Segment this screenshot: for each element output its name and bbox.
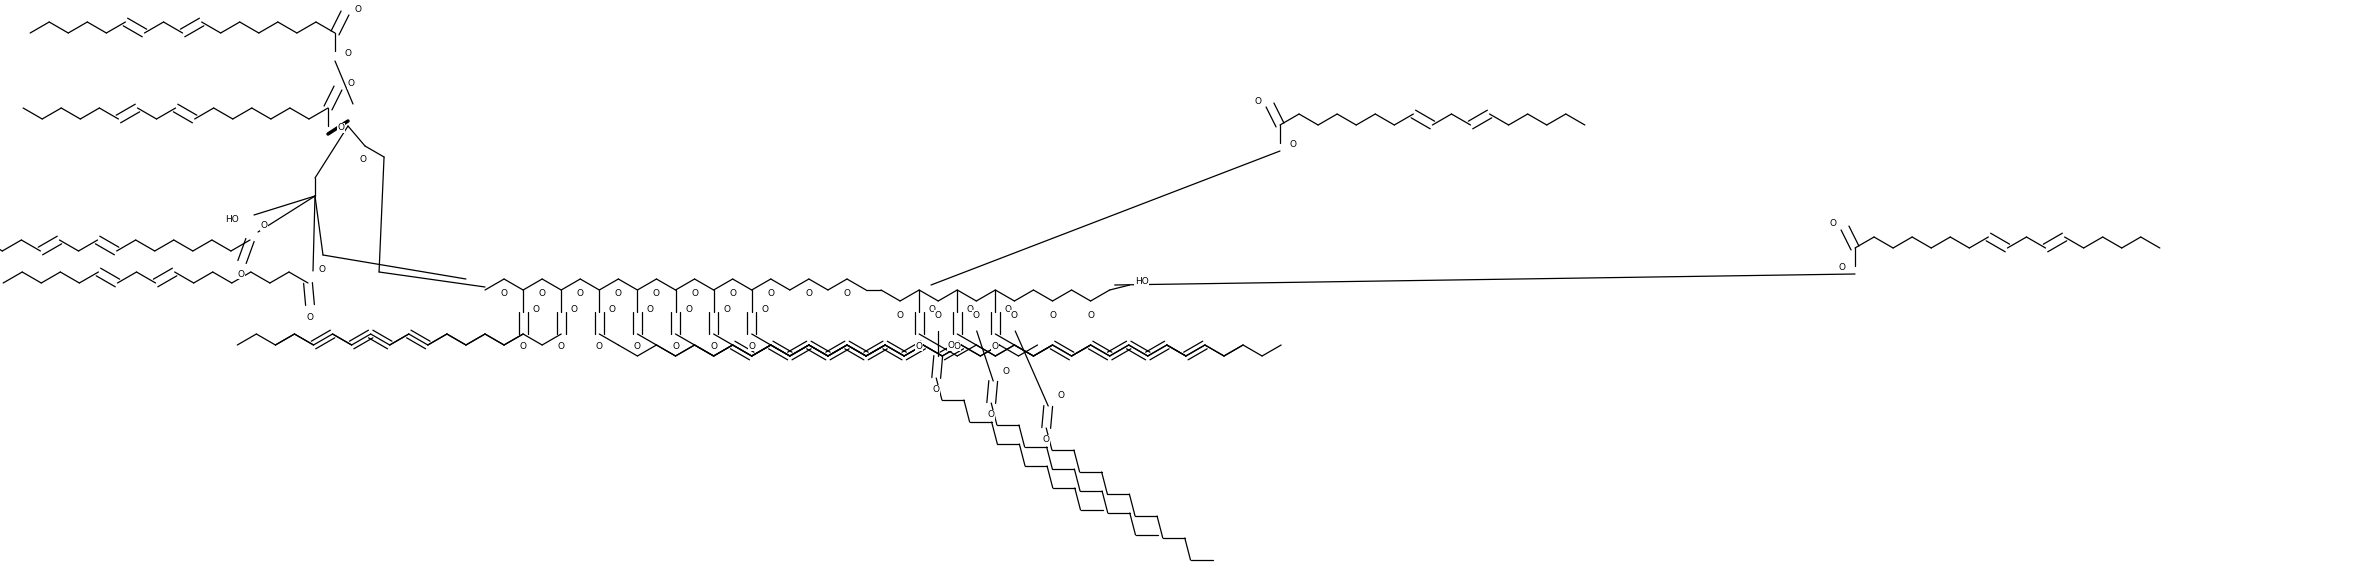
Text: O: O — [262, 222, 266, 230]
Text: O: O — [724, 305, 731, 313]
Text: O: O — [1058, 392, 1065, 400]
Text: O: O — [1087, 310, 1094, 319]
Text: O: O — [929, 305, 936, 313]
Text: O: O — [948, 342, 955, 350]
Text: O: O — [306, 312, 313, 322]
Text: O: O — [354, 5, 361, 14]
Text: O: O — [1004, 305, 1011, 313]
Text: O: O — [992, 342, 999, 350]
Text: O: O — [966, 305, 973, 313]
Text: O: O — [1829, 219, 1836, 229]
Text: O: O — [1011, 310, 1018, 319]
Text: O: O — [728, 289, 735, 298]
Text: O: O — [915, 342, 922, 350]
Text: O: O — [608, 305, 615, 313]
Text: O: O — [896, 310, 903, 319]
Text: O: O — [346, 79, 354, 89]
Text: O: O — [768, 289, 775, 298]
Text: O: O — [646, 305, 653, 313]
Text: HO: HO — [1134, 278, 1148, 286]
Text: O: O — [559, 342, 566, 350]
Text: O: O — [1002, 366, 1009, 376]
Text: O: O — [1042, 436, 1049, 445]
Text: O: O — [653, 289, 660, 298]
Text: O: O — [1838, 263, 1846, 272]
Text: O: O — [761, 305, 768, 313]
Text: O: O — [318, 265, 325, 273]
Text: O: O — [672, 342, 679, 350]
Text: O: O — [533, 305, 540, 313]
Text: O: O — [691, 289, 698, 298]
Text: O: O — [844, 289, 851, 298]
Text: O: O — [747, 342, 754, 350]
Text: O: O — [936, 310, 943, 319]
Text: O: O — [933, 386, 940, 395]
Text: O: O — [955, 342, 962, 350]
Text: O: O — [238, 269, 245, 279]
Text: O: O — [686, 305, 693, 313]
Text: O: O — [500, 289, 507, 298]
Text: O: O — [540, 289, 547, 298]
Text: O: O — [596, 342, 603, 350]
Text: O: O — [973, 310, 981, 319]
Text: O: O — [988, 410, 995, 419]
Text: O: O — [634, 342, 641, 350]
Text: O: O — [519, 342, 526, 350]
Text: O: O — [577, 289, 585, 298]
Text: O: O — [344, 48, 351, 58]
Text: O: O — [570, 305, 577, 313]
Text: O: O — [361, 155, 365, 165]
Text: O: O — [1289, 141, 1296, 149]
Text: O: O — [806, 289, 813, 298]
Text: O: O — [337, 123, 344, 132]
Text: O: O — [1254, 96, 1261, 105]
Text: O: O — [1049, 310, 1056, 319]
Text: O: O — [615, 289, 622, 298]
Text: O: O — [709, 342, 717, 350]
Text: HO: HO — [226, 215, 238, 225]
